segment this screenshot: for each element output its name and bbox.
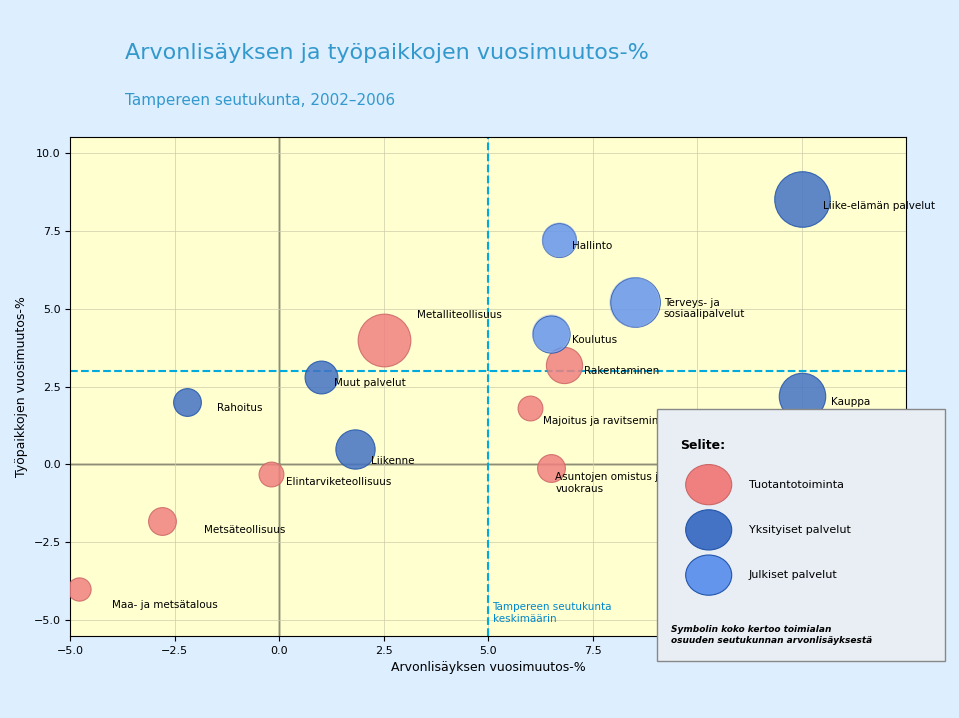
Point [668,480,684,492]
Text: Liikenne: Liikenne [371,457,415,467]
Text: Metalliteollisuus: Metalliteollisuus [417,309,503,320]
Point [314,371,329,383]
Text: Muut palvelut: Muut palvelut [334,378,406,388]
Point [544,328,559,340]
Text: Tuotantotoiminta: Tuotantotoiminta [749,480,844,490]
Text: Tampereen seutukunta, 2002–2006: Tampereen seutukunta, 2002–2006 [125,93,395,108]
X-axis label: Arvonlisäyksen vuosimuutos-%: Arvonlisäyksen vuosimuutos-% [391,661,586,674]
Point [179,396,195,408]
Circle shape [686,510,732,550]
Text: Hallinto: Hallinto [572,241,612,251]
Text: Yksityiset palvelut: Yksityiset palvelut [749,525,851,535]
Point [71,584,86,595]
Point [551,234,567,246]
Circle shape [686,555,732,595]
Text: Muu teollisuus: Muu teollisuus [681,475,756,485]
Text: Rakentaminen: Rakentaminen [584,366,660,376]
Point [794,390,809,401]
Point [154,515,170,526]
Text: Asuntojen omistus ja
vuokraus: Asuntojen omistus ja vuokraus [555,472,665,494]
Text: Koulutus: Koulutus [572,335,617,345]
Text: Majoitus ja ravitseminen: Majoitus ja ravitseminen [543,416,671,426]
Text: Selite:: Selite: [680,439,725,452]
Text: Metsäteollisuus: Metsäteollisuus [204,525,286,535]
Point [523,403,538,414]
Point [544,462,559,473]
Point [264,468,279,480]
Text: Kauppa: Kauppa [831,397,871,407]
Point [556,359,572,370]
Text: Rahoitus: Rahoitus [217,404,262,414]
Text: Arvonlisäyksen ja työpaikkojen vuosimuutos-%: Arvonlisäyksen ja työpaikkojen vuosimuut… [125,43,648,63]
Text: Tampereen seutukunta
keskimäärin: Tampereen seutukunta keskimäärin [493,602,612,623]
Point [544,328,559,340]
Text: Symbolin koko kertoo toimialan
osuuden seutukunnan arvonlisäyksestä: Symbolin koko kertoo toimialan osuuden s… [671,625,873,645]
Text: Terveys- ja
sosiaalipalvelut: Terveys- ja sosiaalipalvelut [664,298,745,320]
Point [551,234,567,246]
Y-axis label: Työpaikkojen vuosimuutos-%: Työpaikkojen vuosimuutos-% [15,296,28,477]
Circle shape [686,465,732,505]
Point [347,443,363,454]
Point [627,297,643,308]
Point [794,194,809,205]
FancyBboxPatch shape [657,409,945,661]
Text: Liike-elämän palvelut: Liike-elämän palvelut [823,200,935,210]
Point [627,297,643,308]
Point [376,334,391,345]
Text: Elintarviketeollisuus: Elintarviketeollisuus [286,477,391,487]
Text: Julkiset palvelut: Julkiset palvelut [749,570,838,580]
Text: Maa- ja metsätalous: Maa- ja metsätalous [112,600,218,610]
